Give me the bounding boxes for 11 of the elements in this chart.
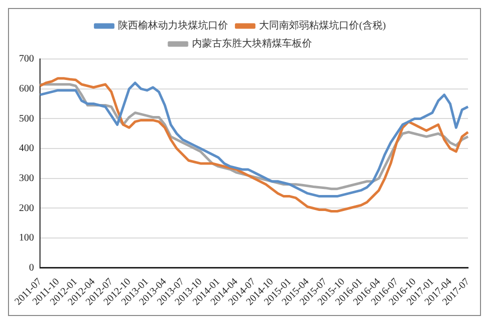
y-tick-label: 0 bbox=[29, 262, 34, 274]
legend-label: 陕西榆林动力块煤坑口价 bbox=[118, 20, 228, 32]
legend-label: 内蒙古东胜大块精煤车板价 bbox=[192, 38, 312, 50]
y-tick-label: 100 bbox=[19, 232, 34, 244]
legend-label: 大同南郊弱粘煤坑口价(含税) bbox=[259, 20, 386, 32]
y-tick-label: 200 bbox=[19, 202, 34, 214]
y-tick-label: 700 bbox=[19, 54, 34, 65]
y-tick-label: 600 bbox=[19, 83, 34, 94]
y-tick-label: 500 bbox=[19, 113, 34, 124]
y-tick-label: 400 bbox=[19, 143, 34, 154]
y-tick-label: 300 bbox=[19, 173, 34, 184]
